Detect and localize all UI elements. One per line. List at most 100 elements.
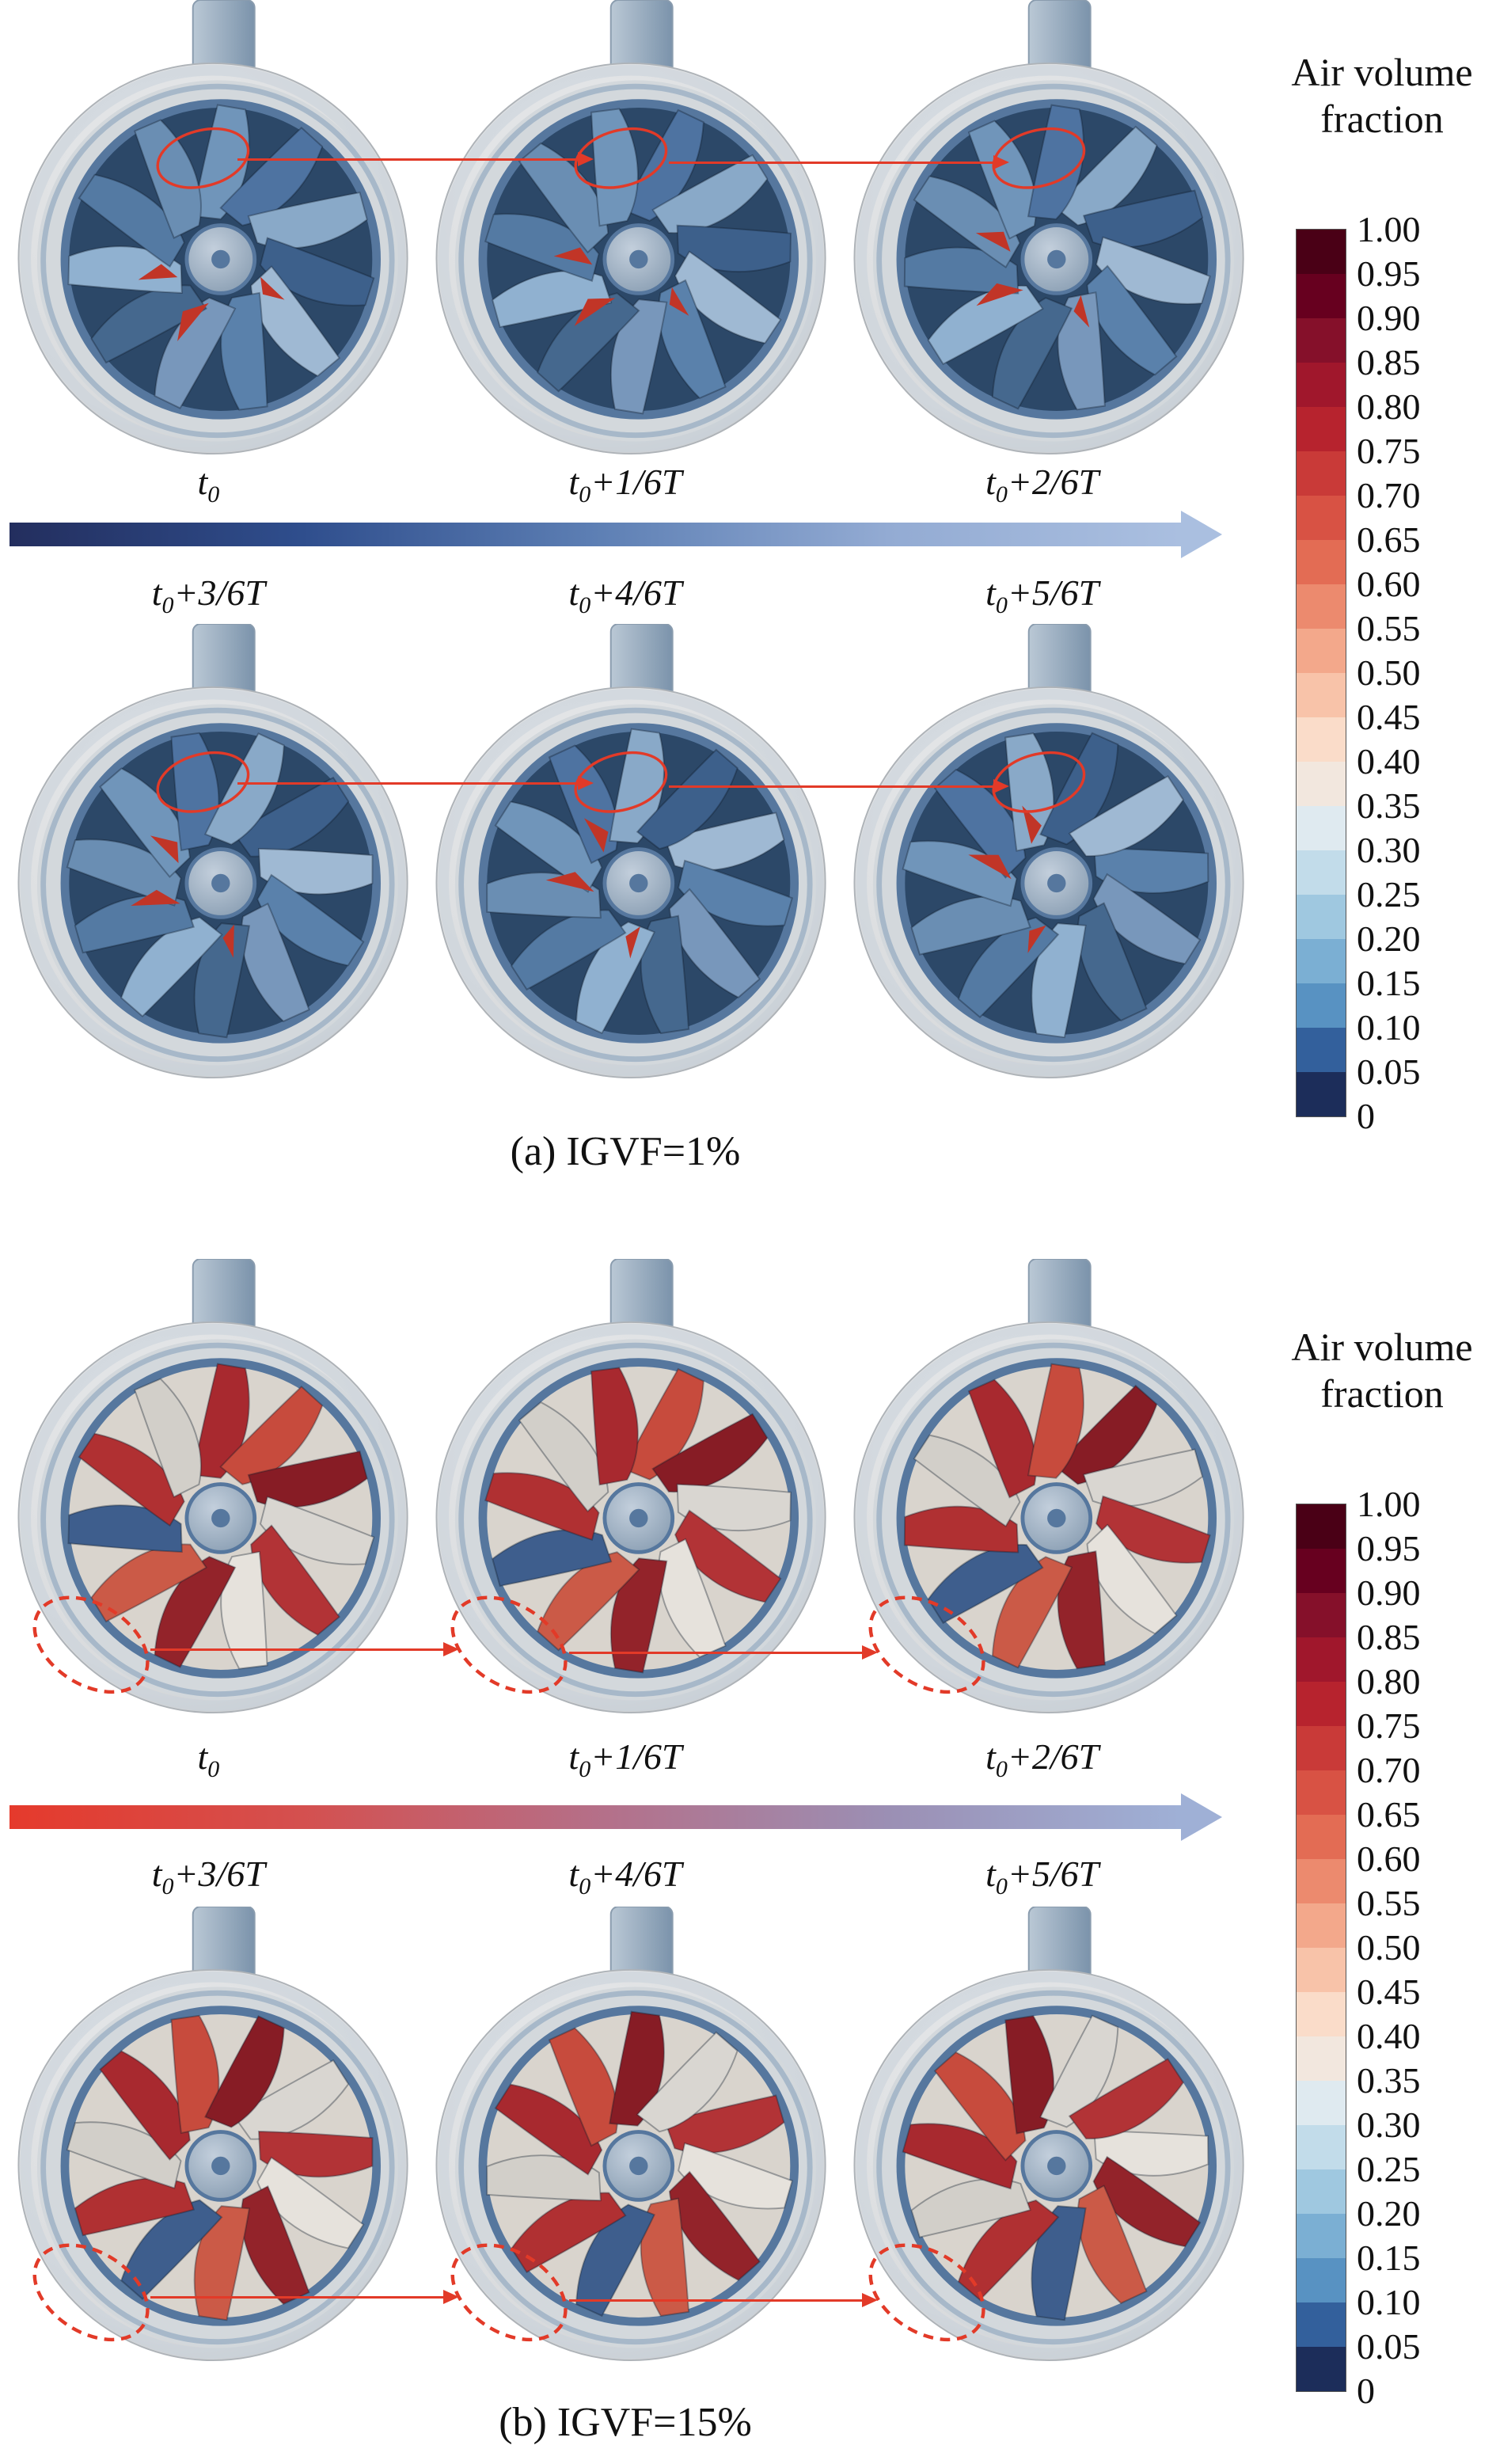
legend-title-line2: fraction (1320, 1371, 1444, 1416)
colorbar-tick: 0.45 (1357, 1972, 1421, 2012)
panel-a-row-2 (8, 624, 1257, 1079)
colorbar-tick: 0.55 (1357, 608, 1421, 648)
time-offset: +1/6T (590, 1736, 682, 1777)
time-offset: +5/6T (1007, 572, 1099, 613)
timeline-arrow-a (9, 511, 1222, 558)
colorbar-band (1297, 2302, 1346, 2347)
legend-title: Air volume fraction (1268, 1324, 1496, 1417)
colorbar-tick: 0.15 (1357, 963, 1421, 1003)
annotation-arrow (150, 2290, 459, 2304)
colorbar-tick: 1.00 (1357, 209, 1421, 249)
colorbar-band (1297, 274, 1346, 318)
time-label-a-4: t0+4/6T (417, 572, 834, 619)
colorbar-band (1297, 762, 1346, 806)
time-label-a-1: t0+1/6T (417, 461, 834, 508)
colorbar-tick: 0.50 (1357, 652, 1421, 693)
annotation-arrow (150, 1642, 459, 1656)
time-subscript: 0 (995, 1756, 1008, 1783)
time-label-b-1: t0+1/6T (417, 1736, 834, 1783)
colorbar-band (1297, 2125, 1346, 2169)
time-label-b-3: t0+3/6T (0, 1853, 417, 1900)
impeller-b-t4 (426, 1907, 839, 2362)
annotation-arrow-head (443, 2290, 459, 2304)
colorbar-tick: 0.05 (1357, 1051, 1421, 1092)
panel-b-time-row-2: t0+3/6T t0+4/6T t0+5/6T (0, 1853, 1251, 1900)
time-offset: +4/6T (590, 1854, 682, 1894)
colorbar-tick: 0.70 (1357, 475, 1421, 515)
time-subscript: 0 (579, 1873, 591, 1900)
impeller-b-t0 (8, 1259, 421, 1714)
colorbar-band (1297, 629, 1346, 673)
panel-a-time-row-2: t0+3/6T t0+4/6T t0+5/6T (0, 572, 1251, 619)
colorbar-band (1297, 1504, 1346, 1549)
time-symbol: t (568, 572, 579, 613)
colorbar-band (1297, 540, 1346, 584)
impeller-graphic (435, 1259, 826, 1714)
colorbar-bands (1297, 1504, 1346, 2391)
colorbar-tick: 0.45 (1357, 697, 1421, 737)
colorbar-tick: 0.65 (1357, 519, 1421, 560)
panel-a-caption: (a) IGVF=1% (510, 1129, 741, 1174)
colorbar-band (1297, 673, 1346, 717)
impeller-graphic (853, 1907, 1244, 2362)
time-label-b-4: t0+4/6T (417, 1853, 834, 1900)
colorbar-tick: 0.25 (1357, 874, 1421, 914)
time-symbol: t (568, 1736, 579, 1777)
colorbar-band (1297, 407, 1346, 451)
time-symbol: t (151, 1854, 162, 1894)
colorbar-tick: 0.80 (1357, 1661, 1421, 1702)
colorbar-tick: 0.85 (1357, 1617, 1421, 1657)
impeller-b-t2 (844, 1259, 1257, 1714)
colorbar-tick: 0.60 (1357, 564, 1421, 604)
time-label-a-5: t0+5/6T (833, 572, 1251, 619)
colorbar-band (1297, 850, 1346, 895)
colorbar-tick: 0.75 (1357, 431, 1421, 471)
annotation-arrow-head (993, 155, 1009, 169)
timeline-arrow-head (1181, 511, 1222, 558)
time-label-b-0: t0 (0, 1736, 417, 1783)
colorbar-band (1297, 2347, 1346, 2391)
colorbar-tick: 0.65 (1357, 1794, 1421, 1835)
impeller-a-t3 (8, 624, 421, 1079)
time-symbol: t (985, 462, 996, 502)
legend-b: Air volume fraction 1.00 0.95 0.90 0.85 0.80… (1268, 1324, 1496, 2412)
time-symbol: t (568, 462, 579, 502)
annotation-arrow (237, 776, 594, 790)
time-subscript: 0 (995, 592, 1008, 619)
impeller-graphic (17, 624, 408, 1079)
colorbar-tick: 0.30 (1357, 830, 1421, 870)
annotation-arrow-head (993, 779, 1009, 793)
colorbar-ticks: 1.00 0.95 0.90 0.85 0.80 0.75 0.70 0.65 0.60 0.55… (1357, 209, 1421, 1137)
time-subscript: 0 (995, 1873, 1008, 1900)
legend-title-line2: fraction (1320, 97, 1444, 141)
impeller-graphic (17, 0, 408, 455)
colorbar-band (1297, 2258, 1346, 2302)
time-symbol: t (197, 462, 208, 502)
annotation-arrow (569, 1645, 878, 1660)
colorbar-band (1297, 895, 1346, 939)
impeller-a-t0 (8, 0, 421, 455)
colorbar-band (1297, 1726, 1346, 1770)
time-symbol: t (985, 1854, 996, 1894)
time-offset: +5/6T (1007, 1854, 1099, 1894)
annotation-arrow-head (578, 776, 594, 790)
impeller-graphic (853, 1259, 1244, 1714)
colorbar-bands (1297, 230, 1346, 1116)
colorbar-tick: 0.15 (1357, 2238, 1421, 2278)
time-label-a-0: t0 (0, 461, 417, 508)
colorbar-band (1297, 363, 1346, 407)
colorbar-tick: 0.25 (1357, 2149, 1421, 2189)
colorbar-band (1297, 939, 1346, 983)
impeller-a-t1 (426, 0, 839, 455)
time-label-b-5: t0+5/6T (833, 1853, 1251, 1900)
impeller-graphic (853, 0, 1244, 455)
colorbar-tick: 1.00 (1357, 1484, 1421, 1524)
colorbar-tick: 0.75 (1357, 1705, 1421, 1746)
colorbar-tick: 0.35 (1357, 785, 1421, 826)
panel-b-row-2 (8, 1907, 1257, 2362)
colorbar-tick: 0.40 (1357, 741, 1421, 781)
panel-a-time-row-1: t0 t0+1/6T t0+2/6T (0, 461, 1251, 508)
time-offset: +3/6T (173, 1854, 265, 1894)
time-subscript: 0 (161, 1873, 174, 1900)
